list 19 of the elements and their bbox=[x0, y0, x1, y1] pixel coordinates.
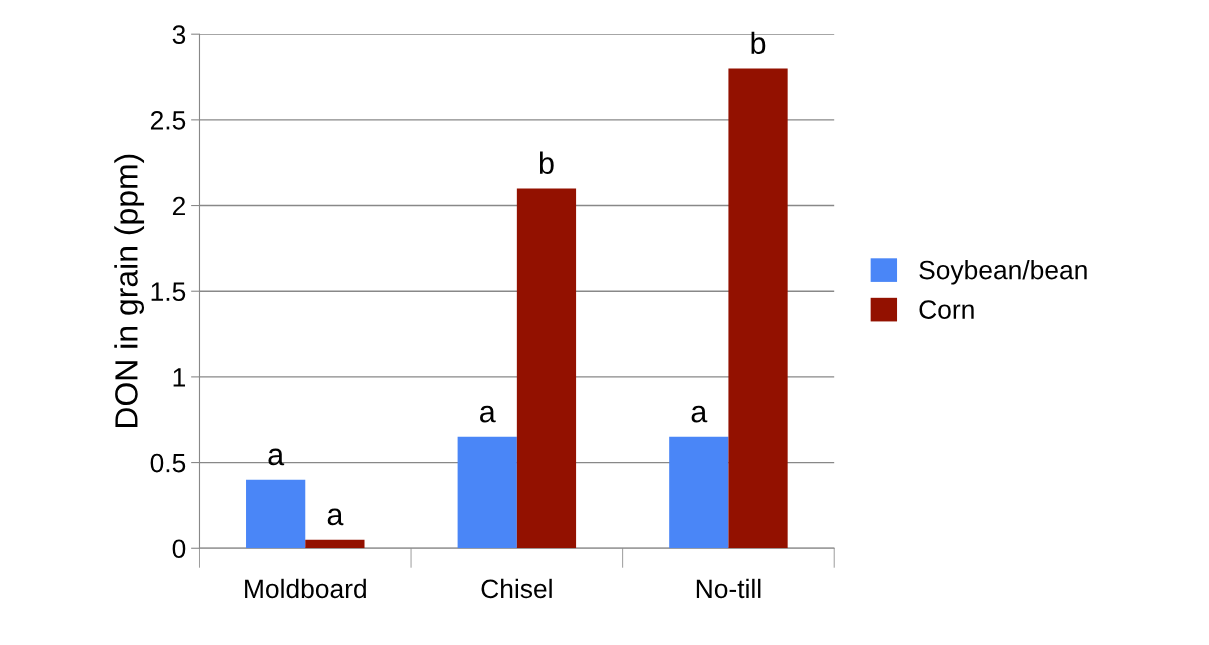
x-tick-label: Moldboard bbox=[245, 578, 366, 599]
legend-label: Corn bbox=[919, 300, 974, 319]
y-tick-label: 1.5 bbox=[151, 282, 186, 302]
data-label: a bbox=[268, 448, 285, 466]
x-tick-label: No-till bbox=[696, 578, 761, 599]
data-label: b bbox=[751, 31, 766, 55]
y-tick-label: 3 bbox=[172, 25, 186, 45]
y-tick-label: 2.5 bbox=[150, 111, 186, 130]
data-label: b bbox=[539, 151, 554, 175]
x-tick-label: Chisel bbox=[481, 578, 552, 599]
y-tick-label: 0.5 bbox=[150, 453, 186, 473]
legend-label: Soybean/bean bbox=[919, 260, 1087, 285]
data-label: a bbox=[691, 405, 708, 423]
data-label: a bbox=[327, 508, 344, 526]
y-tick-label: 0 bbox=[172, 539, 186, 559]
data-label: a bbox=[480, 405, 496, 423]
y-tick-label: 1 bbox=[173, 368, 185, 387]
y-axis-title: DON in grain (ppm) bbox=[114, 154, 145, 428]
y-tick-label: 2 bbox=[172, 196, 185, 216]
